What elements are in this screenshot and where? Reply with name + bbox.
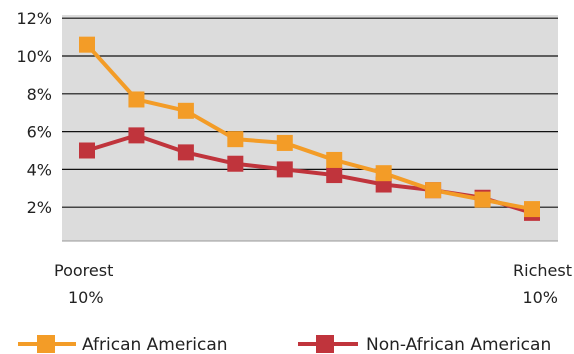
data-point <box>326 167 343 184</box>
y-tick-label: 8% <box>27 85 52 104</box>
data-point <box>227 155 244 172</box>
data-point <box>79 36 95 53</box>
data-point <box>375 165 392 182</box>
series-line <box>85 43 533 212</box>
y-tick-label: 6% <box>27 123 52 142</box>
data-point <box>177 102 194 119</box>
series-lines <box>85 43 533 215</box>
data-point <box>227 131 244 148</box>
data-point <box>177 144 194 161</box>
data-point <box>128 127 145 144</box>
series-markers <box>79 36 540 221</box>
legend: African American Non-African American <box>18 335 551 354</box>
y-tick-label: 2% <box>27 198 52 217</box>
y-axis-ticks: 2% 4% 6% 8% 10% 12% <box>16 9 52 217</box>
x-start-label-line2: 10% <box>68 288 104 307</box>
legend-swatch-marker-african-american <box>37 335 55 353</box>
data-point <box>79 142 95 159</box>
x-end-label-line2: 10% <box>522 288 558 307</box>
legend-item-african-american: African American <box>18 335 228 354</box>
data-point <box>276 134 293 151</box>
legend-item-non-african-american: Non-African American <box>298 335 551 354</box>
legend-swatch-marker-non-african-american <box>316 335 334 353</box>
y-tick-label: 12% <box>16 9 52 28</box>
data-point <box>128 91 145 108</box>
data-point <box>326 151 343 168</box>
data-point <box>425 182 442 199</box>
legend-label-non-african-american: Non-African American <box>366 335 551 354</box>
x-start-label-line1: Poorest <box>54 261 113 280</box>
x-end-label-line1: Richest <box>513 261 572 280</box>
gridlines <box>62 17 558 242</box>
data-point <box>276 161 293 178</box>
data-point <box>524 201 540 218</box>
legend-label-african-american: African American <box>82 335 228 354</box>
data-point <box>474 191 491 208</box>
y-tick-label: 10% <box>16 47 52 66</box>
y-tick-label: 4% <box>27 160 52 179</box>
